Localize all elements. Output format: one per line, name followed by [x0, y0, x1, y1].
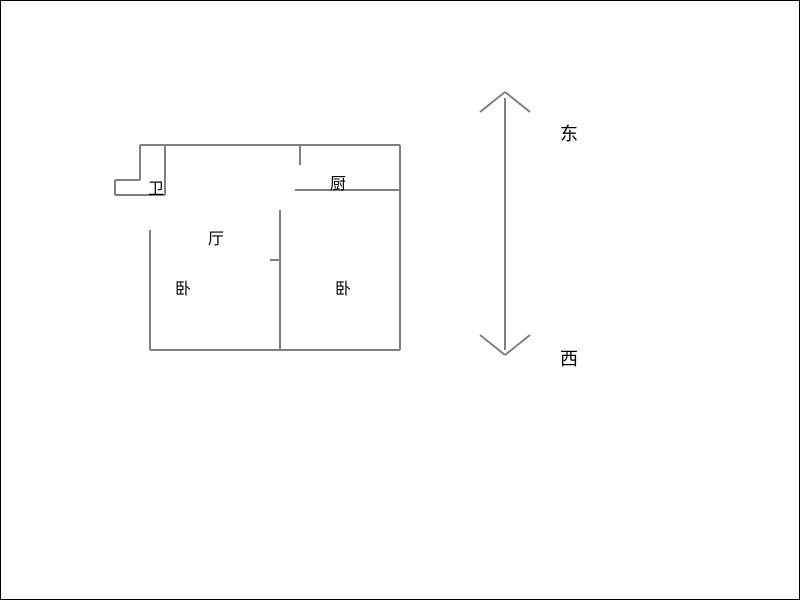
label-hall: 厅 [208, 225, 224, 249]
label-east: 东 [560, 120, 578, 146]
label-bedroom-large: 卧 [335, 275, 351, 299]
label-kitchen: 厨 [330, 170, 346, 194]
compass-segment [480, 335, 505, 355]
label-west: 西 [560, 345, 578, 371]
compass-segment [480, 92, 505, 112]
compass-arrow [480, 92, 530, 355]
label-bedroom-small: 卧 [175, 275, 191, 299]
label-bathroom: 卫 [148, 175, 164, 199]
diagram-container: 卫 厅 卧 厨 卧 东 西 [0, 0, 800, 600]
compass-segment [505, 92, 530, 112]
diagram-svg [0, 0, 800, 600]
compass-segment [505, 335, 530, 355]
